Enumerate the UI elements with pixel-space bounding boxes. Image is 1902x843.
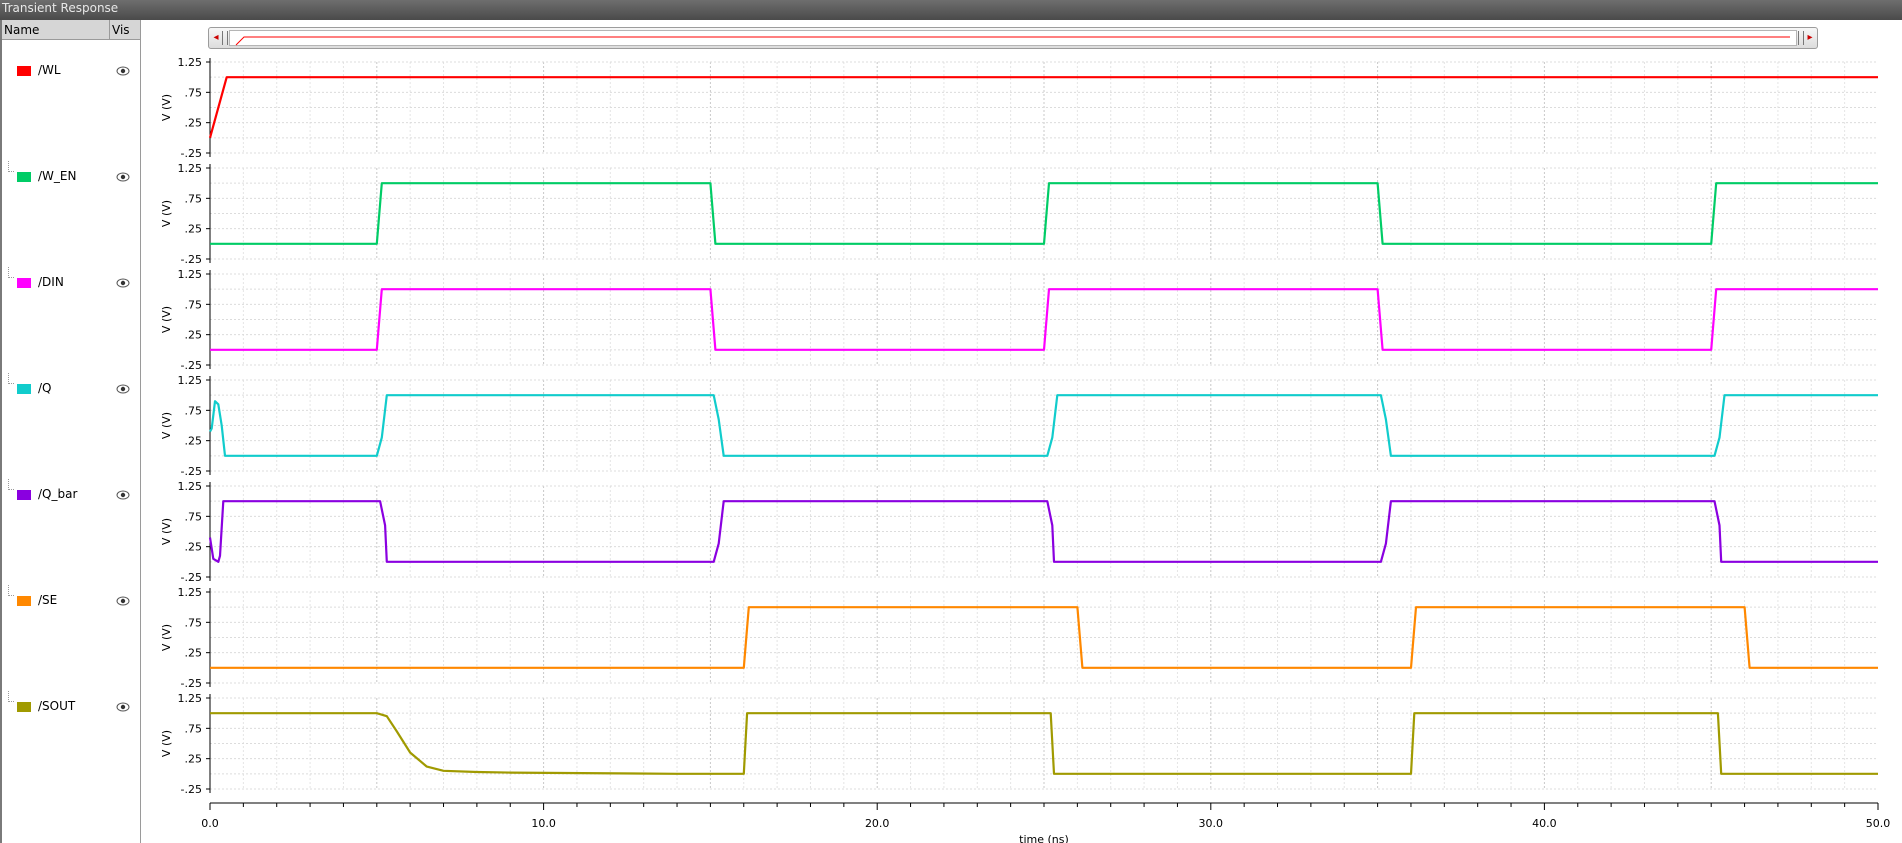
y-tick-label: .75 [185, 86, 203, 99]
time-scrollbar[interactable]: ◂ ▸ [208, 27, 1818, 49]
y-tick-label: 1.25 [178, 268, 203, 281]
signal-color-swatch [17, 278, 31, 288]
tree-connector-icon [8, 161, 14, 172]
signal-row[interactable]: /W_EN [2, 161, 140, 187]
signal-row[interactable]: /SOUT [2, 691, 140, 717]
signal-color-swatch [17, 384, 31, 394]
x-tick-label: 20.0 [865, 817, 890, 830]
y-tick-label: .75 [185, 722, 203, 735]
waveform-line [210, 182, 1878, 245]
y-tick-label: .25 [185, 541, 203, 554]
y-axis-label: V (V) [160, 730, 173, 757]
eye-icon[interactable] [116, 383, 130, 395]
signal-name: /Q_bar [38, 487, 78, 501]
y-tick-label: 1.25 [178, 162, 203, 175]
signal-color-swatch [17, 66, 31, 76]
x-tick-label: 10.0 [531, 817, 556, 830]
y-axis-label: V (V) [160, 518, 173, 545]
x-tick-label: 0.0 [201, 817, 219, 830]
signal-name: /DIN [38, 275, 64, 289]
scroll-left-grip-icon[interactable] [222, 31, 228, 45]
y-tick-label: .75 [185, 616, 203, 629]
y-axis-label: V (V) [160, 412, 173, 439]
signal-name: /W_EN [38, 169, 77, 183]
waveform-plot: 1.25 .75 .25 -.25 V (V) 1.25 .75 .25 -.25 V (V) 1.… [160, 56, 1891, 843]
window-frame [0, 20, 2, 843]
y-tick-label: 1.25 [178, 586, 203, 599]
tree-connector-icon [8, 479, 14, 490]
signal-name: /SE [38, 593, 58, 607]
y-tick-label: -.25 [181, 147, 202, 160]
eye-icon[interactable] [116, 277, 130, 289]
scroll-right-grip-icon[interactable] [1798, 31, 1804, 45]
signal-row[interactable]: /WL [2, 61, 140, 81]
waveform-area[interactable]: ◂ ▸ 1.25 .75 .25 -.25 V (V) 1.25 .75 .25 -.25 V (… [141, 20, 1902, 843]
signal-row[interactable]: /SE [2, 585, 140, 611]
y-tick-label: -.25 [181, 253, 202, 266]
y-tick-label: -.25 [181, 783, 202, 796]
waveform-line [208, 76, 1878, 139]
y-axis-label: V (V) [160, 624, 173, 651]
signal-color-swatch [17, 172, 31, 182]
tree-connector-icon [8, 691, 14, 702]
vis-column-header[interactable]: Vis [110, 20, 140, 40]
title-bar: Transient Response [0, 0, 1902, 20]
y-tick-label: .25 [185, 329, 203, 342]
y-tick-label: -.25 [181, 359, 202, 372]
y-tick-label: .25 [185, 753, 203, 766]
tree-connector-icon [8, 585, 14, 596]
y-tick-label: 1.25 [178, 480, 203, 493]
y-tick-label: .25 [185, 647, 203, 660]
y-tick-label: .25 [185, 435, 203, 448]
waveform-line [210, 288, 1878, 351]
signal-row[interactable]: /Q [2, 373, 140, 399]
x-tick-label: 40.0 [1532, 817, 1557, 830]
x-tick-label: 50.0 [1866, 817, 1891, 830]
y-tick-label: .75 [185, 404, 203, 417]
overview-waveform-icon [235, 36, 1790, 46]
signal-name: /Q [38, 381, 52, 395]
eye-icon[interactable] [116, 595, 130, 607]
eye-icon[interactable] [116, 65, 130, 77]
y-axis-label: V (V) [160, 306, 173, 333]
y-axis-label: V (V) [160, 94, 173, 121]
name-column-header[interactable]: Name [2, 20, 110, 40]
y-tick-label: .25 [185, 223, 203, 236]
waveform-line [208, 500, 1878, 563]
eye-icon[interactable] [116, 171, 130, 183]
waveform-line [210, 712, 1878, 775]
y-tick-label: .75 [185, 298, 203, 311]
tree-connector-icon [8, 373, 14, 384]
signal-color-swatch [17, 490, 31, 500]
signal-row[interactable]: /DIN [2, 267, 140, 293]
y-tick-label: .75 [185, 192, 203, 205]
signal-color-swatch [17, 702, 31, 712]
eye-icon[interactable] [116, 701, 130, 713]
signal-color-swatch [17, 596, 31, 606]
y-tick-label: -.25 [181, 677, 202, 690]
waveform-line [210, 606, 1878, 669]
y-tick-label: 1.25 [178, 56, 203, 69]
y-tick-label: .75 [185, 510, 203, 523]
waveform-line [209, 394, 1878, 457]
x-tick-label: 30.0 [1199, 817, 1224, 830]
tree-connector-icon [8, 267, 14, 278]
y-axis-label: V (V) [160, 200, 173, 227]
x-axis-label: time (ns) [1019, 833, 1069, 843]
signal-row[interactable]: /Q_bar [2, 479, 140, 505]
eye-icon[interactable] [116, 489, 130, 501]
signal-name: /WL [38, 63, 61, 77]
scrollbar-thumb[interactable] [229, 30, 1797, 46]
signal-list: Name Vis /WL/W_EN/DIN/Q/Q_bar/SE/SOUT [2, 20, 141, 843]
signal-name: /SOUT [38, 699, 76, 713]
scroll-left-arrow-icon[interactable]: ◂ [213, 32, 219, 43]
scroll-right-arrow-icon[interactable]: ▸ [1807, 32, 1813, 43]
y-tick-label: -.25 [181, 465, 202, 478]
y-tick-label: 1.25 [178, 374, 203, 387]
y-tick-label: .25 [185, 117, 203, 130]
window-title: Transient Response [2, 1, 119, 15]
y-tick-label: 1.25 [178, 692, 203, 705]
y-tick-label: -.25 [181, 571, 202, 584]
